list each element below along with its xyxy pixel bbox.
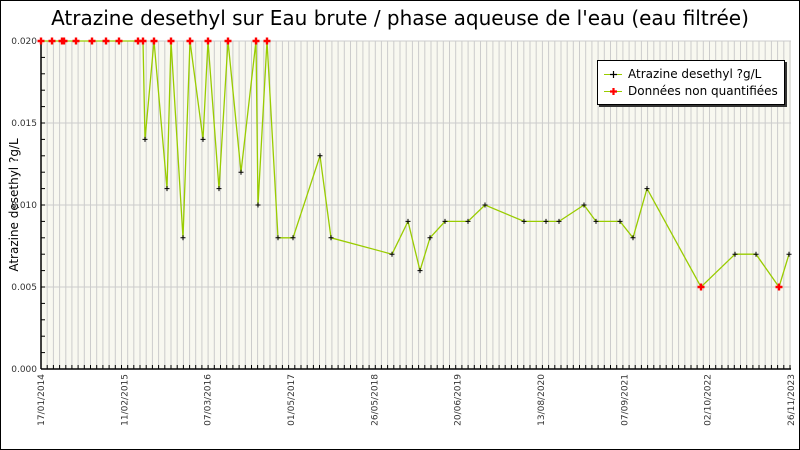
svg-text:11/02/2015: 11/02/2015 xyxy=(120,374,130,426)
svg-text:07/03/2016: 07/03/2016 xyxy=(204,374,214,426)
svg-text:07/09/2021: 07/09/2021 xyxy=(620,374,630,426)
svg-text:20/06/2019: 20/06/2019 xyxy=(454,374,464,426)
svg-text:02/10/2022: 02/10/2022 xyxy=(704,374,714,426)
legend-swatch-non-quantified xyxy=(604,83,622,99)
svg-text:01/05/2017: 01/05/2017 xyxy=(287,374,297,426)
svg-text:0.005: 0.005 xyxy=(11,283,37,293)
svg-text:0.010: 0.010 xyxy=(11,201,37,211)
svg-text:0.000: 0.000 xyxy=(11,365,37,375)
legend-label-quantified: Atrazine desethyl ?g/L xyxy=(628,67,762,81)
legend-item-non-quantified: Données non quantifiées xyxy=(604,83,778,99)
red-plus-marker-icon xyxy=(610,88,617,95)
svg-text:26/05/2018: 26/05/2018 xyxy=(370,374,380,426)
svg-text:0.020: 0.020 xyxy=(11,37,37,47)
svg-text:26/11/2023: 26/11/2023 xyxy=(787,374,797,426)
legend-label-non-quantified: Données non quantifiées xyxy=(628,84,778,98)
data-markers xyxy=(37,37,792,291)
svg-text:17/01/2014: 17/01/2014 xyxy=(37,374,47,426)
chart-title: Atrazine desethyl sur Eau brute / phase … xyxy=(51,6,749,30)
legend: Atrazine desethyl ?g/L Données non quant… xyxy=(597,60,785,105)
legend-swatch-quantified xyxy=(604,66,622,82)
legend-item-quantified: Atrazine desethyl ?g/L xyxy=(604,66,761,82)
x-axis: 17/01/2014 11/02/2015 07/03/2016 01/05/2017… xyxy=(37,365,797,426)
svg-text:0.015: 0.015 xyxy=(11,119,37,129)
y-axis: 0.000 0.005 0.010 0.015 0.020 xyxy=(11,37,45,375)
svg-text:13/08/2020: 13/08/2020 xyxy=(537,374,547,426)
plus-marker-icon xyxy=(610,71,617,78)
